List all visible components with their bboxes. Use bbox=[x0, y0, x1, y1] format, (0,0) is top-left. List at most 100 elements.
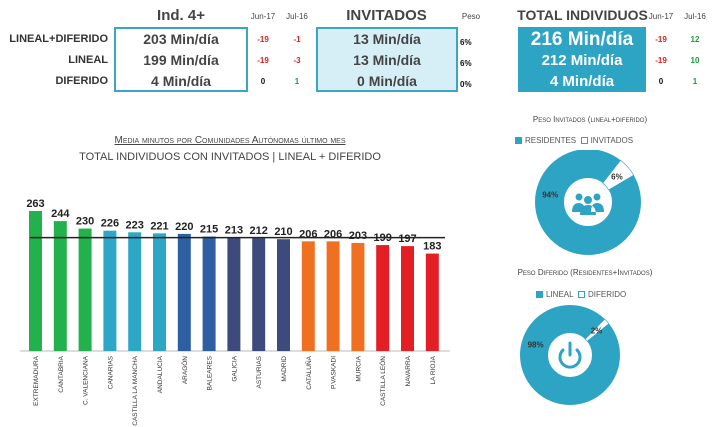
bar-value-label: 212 bbox=[250, 225, 268, 237]
total-box bbox=[518, 27, 646, 92]
category-label: MADRID bbox=[281, 356, 288, 382]
legend-swatch bbox=[515, 137, 522, 144]
row-label: LINEAL bbox=[68, 54, 108, 66]
total-title: TOTAL INDIVIDUOS bbox=[517, 7, 648, 23]
bar-value-label: 263 bbox=[26, 198, 44, 210]
legend-swatch bbox=[580, 137, 588, 144]
category-label: C. VALENCIANA bbox=[83, 355, 90, 405]
category-label: P.VASKADI bbox=[331, 356, 338, 389]
slice-label: 94% bbox=[542, 191, 558, 200]
row-label: LINEAL+DIFERIDO bbox=[9, 33, 108, 45]
donut2-title: Peso Diferido (Residentes+Invitados) bbox=[517, 268, 653, 277]
legend-swatch bbox=[578, 291, 586, 298]
bar-value-label: 230 bbox=[76, 216, 94, 228]
total-value: 4 Min/día bbox=[549, 73, 615, 90]
bar bbox=[252, 238, 266, 351]
power-icon bbox=[558, 341, 582, 369]
bar bbox=[351, 242, 365, 351]
ind-jul16-delta: 1 bbox=[294, 77, 300, 86]
donut-invitados: 6% 94% bbox=[535, 150, 641, 255]
bar bbox=[177, 233, 191, 351]
chart-title: Media minutos por Comunidades Autónomas … bbox=[114, 135, 346, 146]
ind-value: 203 Min/día bbox=[143, 31, 219, 47]
total-value: 216 Min/día bbox=[530, 29, 634, 50]
tot-jul16-delta: 1 bbox=[692, 77, 698, 86]
category-label: ANDALUCIA bbox=[157, 355, 164, 393]
slice-label: 6% bbox=[611, 173, 623, 182]
bar-value-label: 220 bbox=[175, 221, 193, 233]
donut2-legend: LINEAL DIFERIDO bbox=[536, 290, 626, 299]
bar bbox=[153, 233, 166, 351]
jun17-header: Jun-17 bbox=[250, 12, 276, 21]
invitados-value: 13 Min/día bbox=[353, 52, 421, 68]
bar-value-label: 197 bbox=[398, 233, 416, 245]
bar-value-label: 226 bbox=[101, 218, 119, 230]
bar-value-label: 223 bbox=[126, 219, 144, 231]
ind-jul16-delta: -3 bbox=[293, 56, 301, 65]
bar-value-label: 213 bbox=[225, 225, 243, 237]
category-label: LA RIOJA bbox=[430, 355, 437, 384]
category-label: CASTILLA LEÓN bbox=[378, 356, 387, 406]
jul16-header: Jul-16 bbox=[286, 12, 308, 21]
category-label: GALICIA bbox=[231, 355, 238, 381]
peso-header: Peso bbox=[461, 12, 481, 21]
bar bbox=[103, 230, 117, 351]
bar bbox=[301, 241, 315, 351]
legend-swatch bbox=[536, 291, 543, 298]
bar-value-label: 215 bbox=[200, 224, 218, 236]
bar bbox=[78, 228, 92, 351]
invitados-value: 13 Min/día bbox=[353, 31, 421, 47]
bar bbox=[425, 253, 439, 351]
legend-label: INVITADOS bbox=[590, 136, 634, 145]
bar bbox=[326, 241, 340, 351]
invitados-box bbox=[316, 27, 458, 92]
category-label: CANTABRIA bbox=[58, 355, 65, 392]
ind-jul16-delta: -1 bbox=[293, 35, 301, 44]
slice-lineal bbox=[520, 305, 620, 405]
bar-value-label: 210 bbox=[274, 226, 292, 238]
ind-jun17-delta: 0 bbox=[260, 77, 266, 86]
tot-jun17-delta: -19 bbox=[655, 56, 667, 65]
chart-subtitle: TOTAL INDIVIDUOS CON INVITADOS | LINEAL … bbox=[79, 151, 381, 163]
bar bbox=[128, 232, 142, 351]
bar-value-label: 244 bbox=[51, 208, 70, 220]
bar-value-label: 206 bbox=[299, 228, 317, 240]
bar-value-label: 183 bbox=[423, 241, 441, 253]
category-label: CANARIAS bbox=[107, 355, 114, 389]
bar bbox=[202, 236, 216, 351]
bar-chart: 263 EXTREMADURA 244 CANTABRIA 230 C. VALENCIA… bbox=[20, 198, 450, 426]
total-value: 212 Min/día bbox=[541, 52, 623, 69]
donut-diferido: 2% 98% bbox=[520, 305, 620, 405]
bar-value-label: 203 bbox=[349, 230, 367, 242]
people-icon bbox=[572, 193, 604, 215]
category-label: NAVARRA bbox=[405, 355, 412, 386]
category-label: MURCIA bbox=[355, 355, 362, 381]
bar bbox=[227, 237, 241, 351]
peso-value: 0% bbox=[460, 80, 472, 89]
donut1-legend: RESIDENTES INVITADOS bbox=[515, 136, 633, 145]
bar bbox=[53, 221, 67, 351]
invitados-value: 0 Min/día bbox=[357, 73, 417, 89]
legend-label: DIFERIDO bbox=[588, 290, 627, 299]
tot-jul16-header: Jul-16 bbox=[684, 12, 706, 21]
slice-residentes bbox=[535, 150, 641, 255]
category-label: CATALUÑA bbox=[304, 355, 313, 389]
bar bbox=[29, 211, 42, 351]
ind-value: 4 Min/día bbox=[151, 73, 211, 89]
bar bbox=[376, 245, 390, 351]
slice-invitados bbox=[602, 159, 635, 191]
bar-value-label: 221 bbox=[150, 220, 168, 232]
bar bbox=[277, 239, 290, 351]
slice-label: 2% bbox=[591, 327, 603, 336]
category-label: ARAGÓN bbox=[180, 356, 189, 384]
tot-jul16-delta: 12 bbox=[690, 35, 700, 44]
row-label: DIFERIDO bbox=[55, 75, 108, 87]
legend-label: RESIDENTES bbox=[525, 136, 577, 145]
ind-box bbox=[114, 27, 248, 92]
category-label: EXTREMADURA bbox=[33, 355, 40, 406]
bar-value-label: 206 bbox=[324, 228, 342, 240]
ind-value: 199 Min/día bbox=[143, 52, 219, 68]
ind-jun17-delta: -19 bbox=[257, 56, 269, 65]
category-label: ASTURIAS bbox=[256, 355, 263, 388]
tot-jun17-header: Jun-17 bbox=[648, 12, 674, 21]
